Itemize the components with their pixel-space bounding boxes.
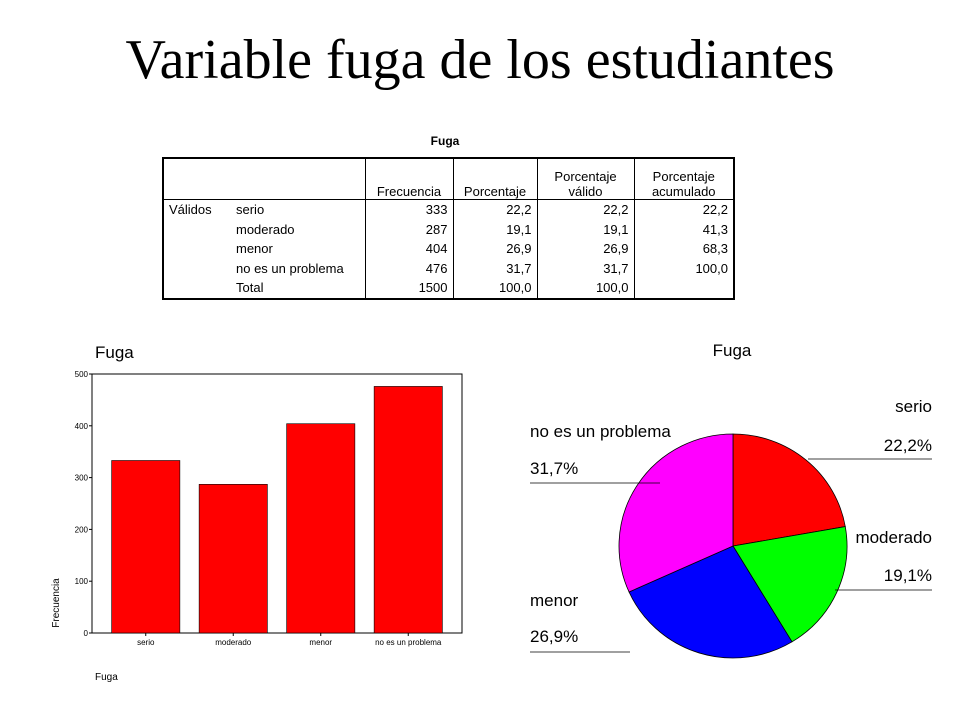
- x-tick-label: no es un problema: [375, 638, 442, 647]
- row-label: menor: [236, 241, 273, 256]
- cell-frecuencia: 476: [364, 258, 453, 278]
- y-tick-label: 400: [75, 422, 89, 431]
- cell-acumulado: 22,2: [633, 199, 735, 220]
- cell-valido: 26,9: [536, 239, 634, 259]
- row-label: Total: [231, 278, 365, 300]
- pie-slice-label: menor: [530, 591, 579, 610]
- pie-chart-title: Fuga: [713, 341, 752, 360]
- table-row: moderado 287 19,1 19,1 41,3: [162, 219, 735, 239]
- slide-title: Variable fuga de los estudiantes: [125, 29, 835, 91]
- cell-frecuencia: 287: [364, 219, 453, 239]
- table-row-total: Total 1500 100,0 100,0: [162, 278, 735, 300]
- table-row: Válidos serio 333 22,2 22,2 22,2: [162, 199, 735, 220]
- frequency-table: Frecuencia Porcentaje Porcentaje válido P…: [162, 157, 735, 300]
- cell-acumulado: 41,3: [633, 219, 735, 239]
- table-header-frecuencia: Frecuencia: [364, 157, 453, 200]
- bar-moderado: [198, 484, 268, 634]
- pie-slice-serio: [732, 433, 846, 547]
- pie-slice-label: no es un problema: [530, 422, 671, 441]
- x-tick-label: moderado: [215, 638, 252, 647]
- pie-slice-label: serio: [895, 397, 932, 416]
- x-tick-label: serio: [137, 638, 155, 647]
- table-caption: Fuga: [430, 134, 460, 148]
- table-row: menor 404 26,9 26,9 68,3: [162, 239, 735, 259]
- x-tick-label: menor: [309, 638, 332, 647]
- pie-slice-moderado: [732, 526, 848, 643]
- bar-serio: [111, 460, 181, 634]
- cell-valido: 19,1: [536, 219, 634, 239]
- pie-slice-value: 26,9%: [530, 627, 578, 646]
- cell-frecuencia: 404: [364, 239, 453, 259]
- bar-menor: [286, 423, 356, 634]
- cell-acumulado: 68,3: [633, 239, 735, 259]
- pie-slice-value: 22,2%: [884, 436, 932, 455]
- bar-chart-frame: [91, 373, 463, 634]
- cell-porcentaje: 22,2: [452, 199, 537, 220]
- bar-chart-title: Fuga: [95, 343, 134, 362]
- pie-slice-value: 31,7%: [530, 459, 578, 478]
- row-label: no es un problema: [236, 260, 344, 276]
- table-header-acumulado: Porcentaje acumulado: [633, 157, 735, 200]
- table-corner: [162, 157, 231, 200]
- table-row: no es un problema 476 31,7 31,7 100,0: [162, 258, 735, 278]
- y-tick-label: 300: [75, 474, 89, 483]
- cell-porcentaje: 31,7: [452, 258, 537, 278]
- cell-porcentaje: 26,9: [452, 239, 537, 259]
- cell-porcentaje: 100,0: [452, 278, 537, 300]
- cell-valido: 22,2: [536, 199, 634, 220]
- y-tick-label: 500: [75, 370, 89, 379]
- y-tick-label: 200: [75, 525, 89, 534]
- cell-porcentaje: 19,1: [452, 219, 537, 239]
- cell-frecuencia: 333: [364, 199, 453, 220]
- cell-acumulado: 100,0: [633, 258, 735, 278]
- pie-slice-value: 19,1%: [884, 566, 932, 585]
- cell-frecuencia: 1500: [364, 278, 453, 300]
- row-label: moderado: [236, 221, 295, 237]
- table-group-label: Válidos: [162, 199, 231, 220]
- cell-valido: 31,7: [536, 258, 634, 278]
- cell-acumulado: [633, 278, 735, 300]
- cell-valido: 100,0: [536, 278, 634, 300]
- y-axis-label: Frecuencia: [51, 578, 62, 628]
- table-header-porcentaje: Porcentaje: [452, 157, 537, 200]
- pie-slice-label: moderado: [855, 528, 932, 547]
- pie-slice-no-es-un-problema: [618, 433, 734, 593]
- bar-no-es-un-problema: [373, 386, 443, 634]
- y-tick-label: 0: [84, 629, 89, 638]
- x-axis-label: Fuga: [95, 672, 118, 683]
- table-corner: [231, 157, 365, 200]
- row-label: serio: [236, 202, 265, 217]
- y-tick-label: 100: [75, 577, 89, 586]
- table-header-valido: Porcentaje válido: [536, 157, 634, 200]
